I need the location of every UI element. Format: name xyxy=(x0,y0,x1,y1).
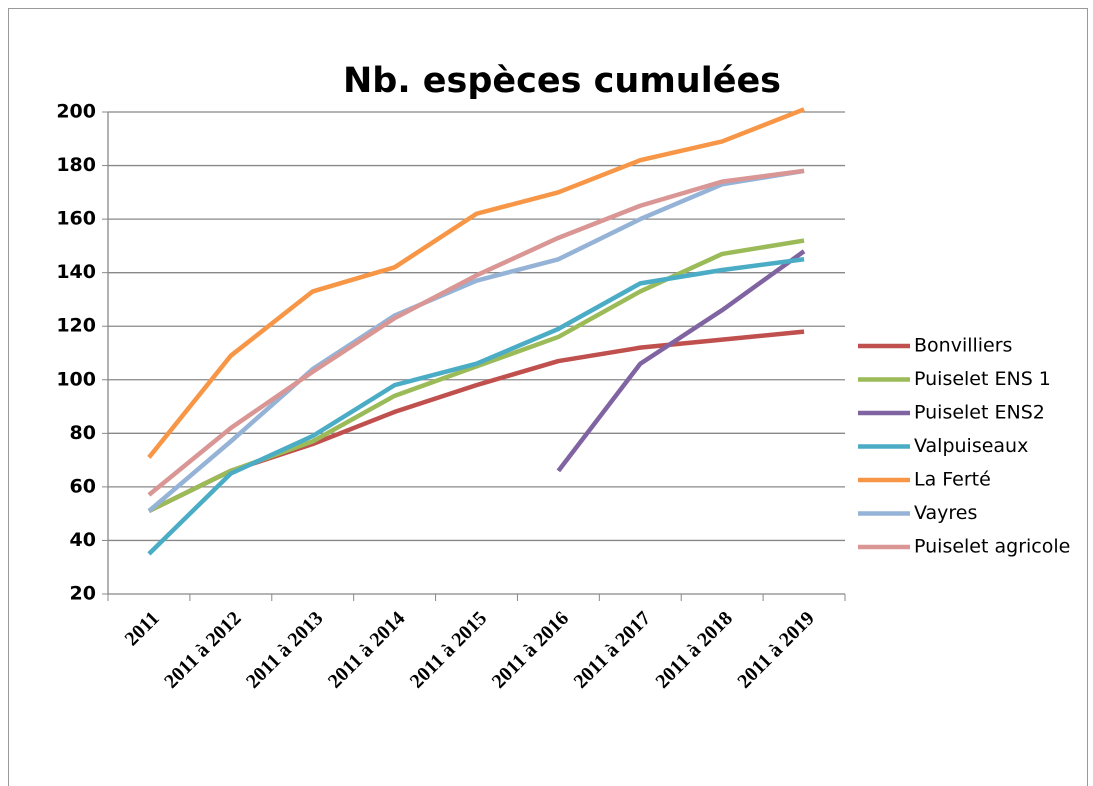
legend-label: Puiselet agricole xyxy=(914,536,1070,558)
x-tick-label: 2011 à 2012 xyxy=(160,607,245,692)
x-tick-label: 2011 à 2016 xyxy=(488,607,573,692)
legend-label: Valpuiseaux xyxy=(914,435,1028,457)
y-tick-label: 200 xyxy=(56,101,96,123)
legend-label: Vayres xyxy=(914,502,977,524)
x-tick-label: 2011 à 2017 xyxy=(570,607,655,692)
y-tick-label: 140 xyxy=(56,261,96,283)
series-line xyxy=(147,329,805,514)
legend-label: La Ferté xyxy=(914,469,991,491)
y-tick-label: 20 xyxy=(70,583,96,605)
y-tick-label: 40 xyxy=(70,529,96,551)
chart-title: Nb. espèces cumulées xyxy=(343,61,781,101)
y-tick-label: 160 xyxy=(56,208,96,230)
series-line xyxy=(147,257,805,556)
y-tick-label: 60 xyxy=(70,475,96,497)
legend-label: Bonvilliers xyxy=(914,335,1012,357)
chart-frame xyxy=(8,8,1088,786)
x-tick-label: 2011 xyxy=(121,607,164,650)
x-tick-label: 2011 à 2014 xyxy=(324,607,409,692)
legend-label: Puiselet ENS 1 xyxy=(914,368,1051,390)
x-tick-label: 2011 à 2018 xyxy=(651,607,736,692)
x-tick-label: 2011 à 2013 xyxy=(242,607,327,692)
x-tick-label: 2011 à 2019 xyxy=(733,607,818,692)
series-line xyxy=(556,249,806,473)
legend-label: Puiselet ENS2 xyxy=(914,402,1045,424)
x-tick-label: 2011 à 2015 xyxy=(406,607,491,692)
y-tick-label: 120 xyxy=(56,315,96,337)
y-tick-label: 100 xyxy=(56,368,96,390)
y-tick-label: 80 xyxy=(70,422,96,444)
series-line xyxy=(147,168,805,497)
y-tick-label: 180 xyxy=(56,154,96,176)
series-line xyxy=(147,168,805,513)
series-line xyxy=(147,107,805,459)
